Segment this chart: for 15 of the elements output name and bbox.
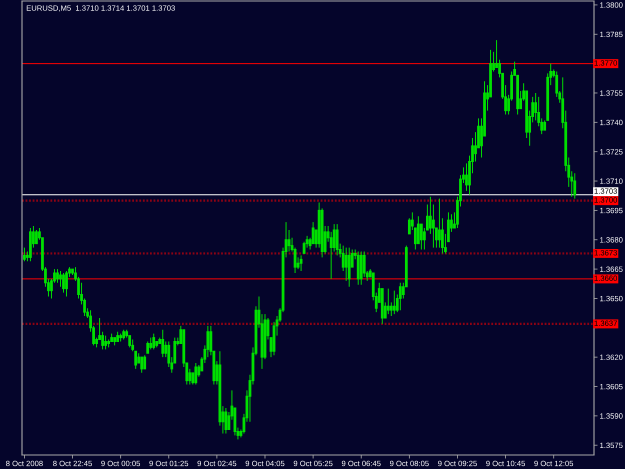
candlestick (104, 335, 107, 350)
candlestick (300, 254, 302, 272)
candlestick (65, 270, 68, 297)
candlestick (62, 272, 65, 294)
candlestick (23, 247, 26, 262)
candlestick (392, 290, 396, 315)
candlestick (224, 408, 228, 434)
candlestick (29, 228, 32, 262)
candlestick (35, 229, 38, 244)
candlestick (386, 288, 390, 315)
candlestick (149, 337, 152, 350)
candlestick (398, 282, 402, 311)
candlestick (116, 331, 120, 342)
candlestick (56, 268, 59, 284)
candlestick (119, 333, 122, 342)
